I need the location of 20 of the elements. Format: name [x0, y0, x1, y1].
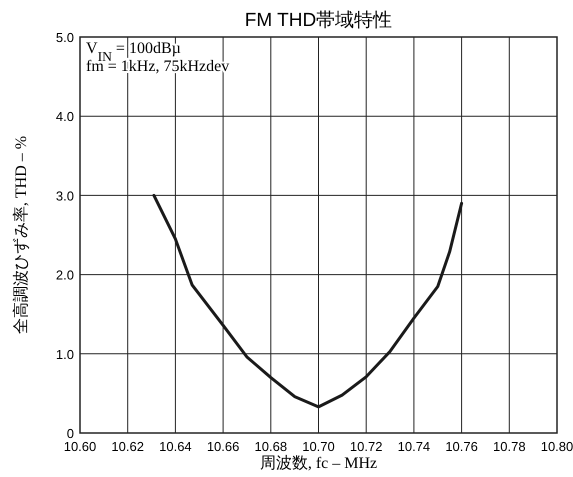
y-axis-title: 全高調波ひずみ率, THD – % — [12, 136, 30, 334]
x-axis-title: 周波数, fc – MHz — [260, 454, 378, 472]
y-tick-label: 4.0 — [56, 109, 74, 124]
x-tick-label: 10.76 — [445, 439, 478, 454]
y-tick-label: 3.0 — [56, 188, 74, 204]
x-tick-label: 10.62 — [111, 439, 144, 454]
x-tick-label: 10.64 — [159, 439, 192, 454]
x-tick-label: 10.68 — [254, 439, 288, 454]
x-tick-label: 10.74 — [398, 439, 430, 454]
x-tick-label: 10.72 — [350, 439, 382, 454]
y-tick-label: 0 — [66, 426, 74, 441]
x-tick-label: 10.80 — [540, 439, 573, 454]
x-tick-label: 10.66 — [206, 439, 240, 454]
x-tick-label: 10.78 — [493, 439, 526, 454]
chart-title: FM THD帯域特性 — [244, 10, 392, 31]
y-tick-label: 1.0 — [56, 346, 74, 362]
x-tick-label: 10.70 — [302, 439, 335, 454]
x-tick-label: 10.60 — [64, 439, 96, 454]
y-tick-label: 5.0 — [56, 30, 74, 45]
y-tick-label: 2.0 — [56, 268, 74, 283]
